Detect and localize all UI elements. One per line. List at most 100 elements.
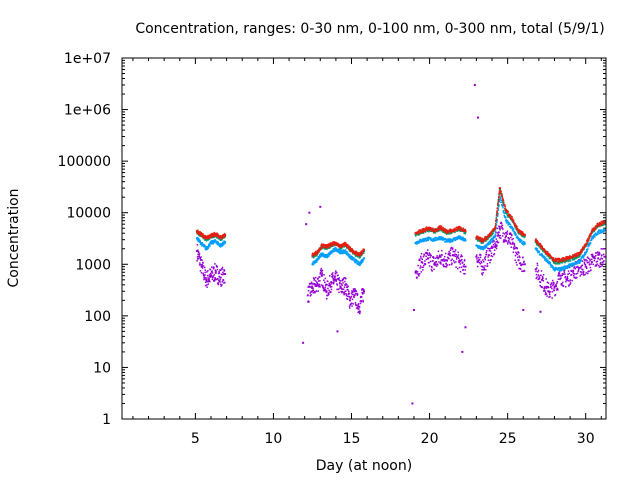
data-point-fill: [547, 261, 550, 264]
data-point-fill: [444, 228, 446, 230]
data-point-fill: [594, 256, 596, 258]
data-point-fill: [332, 282, 335, 285]
data-point-fill: [503, 212, 506, 215]
data-point-fill: [327, 244, 330, 247]
data-point-fill: [561, 261, 564, 264]
data-point-fill: [205, 246, 207, 248]
data-point-fill: [440, 238, 442, 241]
data-point-fill: [507, 241, 509, 244]
data-point-fill: [568, 272, 571, 275]
data-point-fill: [460, 230, 462, 232]
data-point-fill: [509, 223, 512, 226]
data-point-fill: [588, 238, 590, 241]
data-point-fill: [197, 257, 200, 260]
data-point-fill: [488, 241, 491, 244]
data-point-fill: [341, 252, 343, 254]
data-point-fill: [329, 242, 331, 245]
data-point-fill: [454, 250, 456, 253]
data-point-fill: [580, 265, 583, 267]
data-point: [487, 242, 490, 245]
x-tick-label: 15: [343, 431, 361, 447]
outlier-point: [412, 308, 415, 311]
data-point-fill: [489, 233, 492, 235]
data-point-fill: [590, 269, 592, 271]
data-point-fill: [602, 224, 604, 227]
data-point-fill: [573, 262, 576, 264]
data-point-fill: [576, 262, 579, 265]
data-point-fill: [347, 244, 349, 246]
data-point-fill: [326, 254, 328, 256]
data-point-fill: [547, 286, 549, 288]
data-point-fill: [548, 291, 551, 294]
data-point-fill: [593, 235, 595, 238]
data-point-fill: [536, 239, 539, 242]
data-point: [517, 259, 520, 262]
data-point: [219, 244, 222, 247]
data-point-fill: [422, 239, 425, 241]
data-point-fill: [569, 280, 571, 282]
data-point-fill: [584, 273, 586, 276]
data-point-fill: [451, 240, 454, 243]
data-point-fill: [540, 246, 542, 248]
data-point-fill: [320, 267, 323, 270]
data-point-fill: [557, 278, 560, 280]
data-point-fill: [314, 262, 317, 264]
data-point-fill: [354, 289, 356, 292]
data-point-fill: [200, 272, 203, 274]
data-point-fill: [551, 265, 554, 267]
data-point-fill: [426, 253, 429, 255]
data-point-fill: [476, 244, 479, 247]
data-point-fill: [419, 239, 422, 241]
data-point-fill: [461, 236, 464, 239]
data-point-fill: [574, 254, 577, 257]
data-point-fill: [491, 255, 494, 258]
data-point-fill: [537, 278, 539, 281]
data-point-fill: [415, 241, 418, 243]
data-point-fill: [459, 237, 461, 239]
data-point-fill: [345, 294, 348, 297]
data-point-fill: [545, 258, 548, 260]
data-point-fill: [565, 255, 568, 258]
data-point-fill: [416, 231, 419, 233]
data-point-fill: [430, 254, 432, 257]
data-point-fill: [341, 278, 344, 281]
data-point-fill: [446, 264, 449, 266]
data-point-fill: [330, 286, 333, 288]
data-point-fill: [314, 261, 316, 263]
data-point-fill: [571, 265, 573, 267]
data-point-fill: [360, 250, 363, 252]
data-point-fill: [497, 208, 500, 210]
data-point-fill: [504, 216, 507, 218]
outliers: [302, 83, 542, 405]
data-point-fill: [597, 231, 600, 233]
data-point-fill: [519, 256, 521, 259]
data-point-fill: [599, 258, 601, 261]
data-point: [224, 233, 227, 236]
data-point-fill: [214, 234, 217, 237]
data-point-fill: [338, 282, 341, 285]
data-point-fill: [557, 289, 559, 291]
data-point-fill: [579, 259, 581, 261]
data-point-fill: [343, 291, 346, 293]
data-point-fill: [554, 269, 557, 271]
data-point-fill: [433, 262, 436, 264]
data-point-fill: [204, 236, 207, 238]
data-point-fill: [459, 263, 462, 265]
data-point-fill: [448, 230, 451, 232]
data-point-fill: [202, 233, 204, 235]
data-point-fill: [462, 239, 464, 241]
data-point-fill: [459, 226, 461, 228]
data-point-fill: [557, 261, 559, 263]
data-point-fill: [209, 233, 212, 236]
data-point-fill: [328, 245, 331, 247]
data-point-fill: [497, 233, 500, 235]
data-point-fill: [354, 260, 356, 262]
data-point-fill: [497, 201, 500, 203]
data-point-fill: [341, 252, 344, 255]
data-point-fill: [204, 284, 207, 287]
data-point-fill: [333, 241, 335, 243]
data-point-fill: [320, 284, 323, 286]
data-point-fill: [354, 290, 356, 293]
data-point: [547, 290, 550, 293]
data-point-fill: [574, 258, 576, 260]
